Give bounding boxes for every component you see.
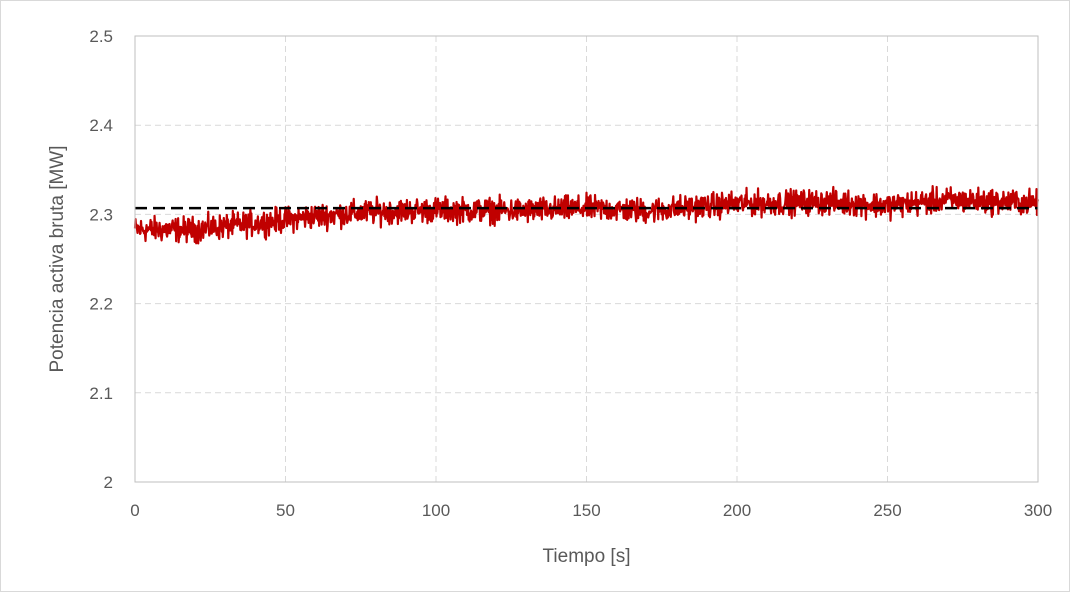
- tick-layer: 2 2.1 2.2 2.3 2.4 2.5 0 50 100 150 200 250 300: [89, 27, 1052, 520]
- y-tick-label: 2: [104, 473, 113, 492]
- x-tick-label: 50: [276, 501, 295, 520]
- x-tick-label: 200: [723, 501, 751, 520]
- x-tick-label: 150: [572, 501, 600, 520]
- x-axis-title: Tiempo [s]: [543, 546, 631, 567]
- y-tick-label: 2.4: [89, 116, 113, 135]
- y-tick-label: 2.1: [89, 384, 113, 403]
- x-tick-label: 250: [873, 501, 901, 520]
- grid-layer: [135, 36, 1038, 482]
- x-tick-label: 100: [422, 501, 450, 520]
- y-axis-title: Potencia activa bruta [MW]: [47, 145, 68, 372]
- y-tick-label: 2.5: [89, 27, 113, 46]
- x-tick-label: 0: [130, 501, 139, 520]
- plot-area-border: [134, 35, 1039, 483]
- series-line-measured: [133, 185, 1040, 245]
- x-tick-label: 300: [1024, 501, 1052, 520]
- series-layer: [133, 185, 1040, 245]
- y-tick-label: 2.3: [89, 205, 113, 224]
- y-tick-label: 2.2: [89, 295, 113, 314]
